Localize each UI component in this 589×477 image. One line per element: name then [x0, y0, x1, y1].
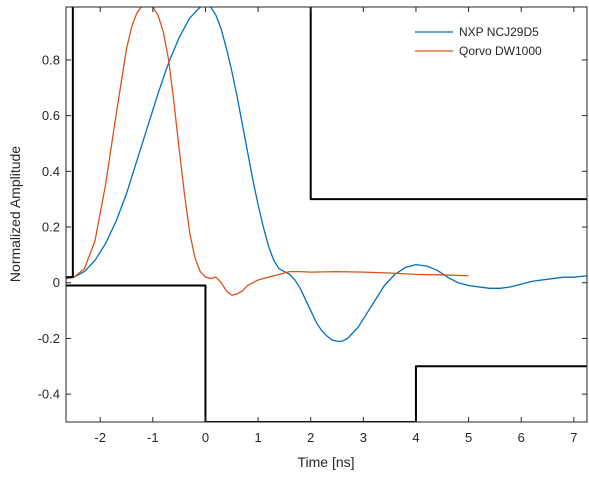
- y-tick-label: 0: [53, 275, 60, 290]
- x-tick-label: 6: [518, 430, 525, 445]
- y-tick-label: 0.4: [42, 164, 60, 179]
- y-tick-label: -0.4: [38, 387, 60, 402]
- x-tick-label: 3: [360, 430, 367, 445]
- x-tick-label: 1: [254, 430, 261, 445]
- bound-line-3: [66, 284, 587, 422]
- x-tick-label: 5: [465, 430, 472, 445]
- y-tick-label: 0.8: [42, 52, 60, 67]
- series-line-nxp-ncj29d5: [66, 7, 587, 342]
- series-line-qorvo-dw1000: [66, 7, 469, 296]
- legend-label: Qorvo DW1000: [459, 44, 542, 58]
- x-axis-label: Time [ns]: [297, 454, 354, 470]
- axes-layer: -2 -1 0 1 2 3 4 5 6 7 -0.4 -0.2 0 0.2 0.4 0.6 0.8: [38, 6, 588, 445]
- y-tick-label: 0.2: [42, 220, 60, 235]
- x-tick-label: 7: [570, 430, 577, 445]
- plot-area: [66, 7, 587, 422]
- y-tick-label: -0.2: [38, 331, 60, 346]
- x-tick-label: -2: [94, 430, 106, 445]
- y-axis-label: Normalized Amplitude: [7, 146, 23, 282]
- series-layer: [66, 7, 587, 422]
- x-tick-label: 2: [307, 430, 314, 445]
- legend-label: NXP NCJ29D5: [459, 25, 539, 39]
- axes-box: [65, 6, 588, 423]
- bound-line-2: [66, 7, 587, 279]
- x-tick-label: -1: [147, 430, 159, 445]
- x-tick-label: 0: [202, 430, 209, 445]
- legend: NXP NCJ29D5 Qorvo DW1000: [415, 25, 542, 58]
- y-tick-label: 0.6: [42, 108, 60, 123]
- x-tick-label: 4: [412, 430, 419, 445]
